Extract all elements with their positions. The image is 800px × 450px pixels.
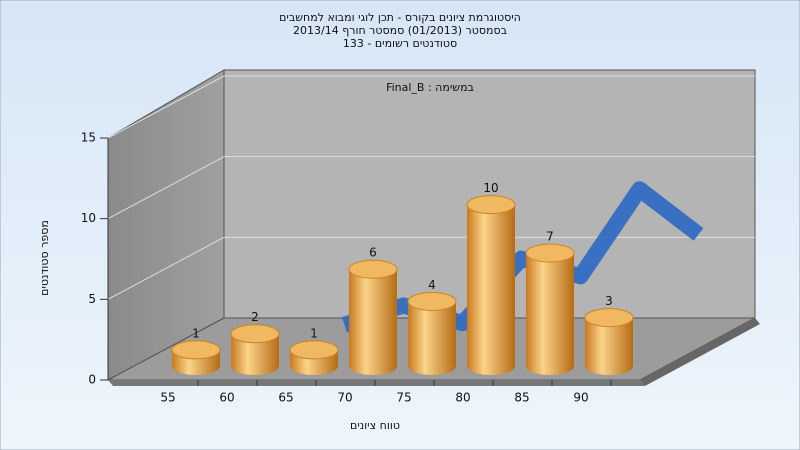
x-tick-label: 85 xyxy=(514,391,529,405)
x-tick-label: 60 xyxy=(219,391,234,405)
y-tick-label: 10 xyxy=(81,211,96,225)
y-tick-label: 5 xyxy=(88,292,96,306)
x-tick-label: 80 xyxy=(455,391,470,405)
value-label: 6 xyxy=(369,246,377,260)
title: היסטוגרמת ציונים בקורס - תכן לוגי ומבוא … xyxy=(279,11,521,24)
subtitle: בסמסטר (01/2013) סמסטר חורף 2013/14 xyxy=(293,24,507,37)
y-tick-label: 0 xyxy=(88,373,96,387)
y-tick-label: 15 xyxy=(81,131,96,145)
x-tick-label: 75 xyxy=(396,391,411,405)
bar-top xyxy=(348,259,398,279)
bar-top xyxy=(230,324,280,344)
floor-edge xyxy=(640,318,760,386)
grid-line xyxy=(107,75,225,139)
bar xyxy=(467,204,515,375)
grid-line xyxy=(107,156,225,220)
x-tick-label: 55 xyxy=(160,391,175,405)
bar-top xyxy=(525,243,575,263)
value-label: 1 xyxy=(192,326,200,340)
bar-top xyxy=(171,340,221,360)
subtitle: סטודנטים רשומים - 133 xyxy=(343,37,457,50)
x-tick-label: 90 xyxy=(573,391,588,405)
bar xyxy=(526,253,574,375)
annotation: במשימה : Final_B xyxy=(386,81,474,94)
value-label: 4 xyxy=(428,278,436,292)
value-label: 1 xyxy=(310,326,318,340)
value-label: 7 xyxy=(546,230,554,244)
curve xyxy=(342,181,704,333)
y-axis-label: מספר סטודנטים xyxy=(38,220,51,296)
bar xyxy=(408,301,456,375)
value-label: 2 xyxy=(251,310,259,324)
bar-top xyxy=(407,291,457,311)
bar-top xyxy=(466,195,516,215)
bar xyxy=(585,317,633,375)
x-axis-label: טווח ציונים xyxy=(350,419,400,432)
x-tick-label: 70 xyxy=(337,391,352,405)
x-tick-label: 65 xyxy=(278,391,293,405)
floor-front-edge xyxy=(108,380,645,386)
value-label: 3 xyxy=(605,294,613,308)
bar-top xyxy=(289,340,339,360)
bar-top xyxy=(584,308,634,328)
grid-line xyxy=(107,236,225,300)
value-label: 10 xyxy=(483,181,498,195)
bar xyxy=(349,269,397,375)
bar xyxy=(231,333,279,375)
